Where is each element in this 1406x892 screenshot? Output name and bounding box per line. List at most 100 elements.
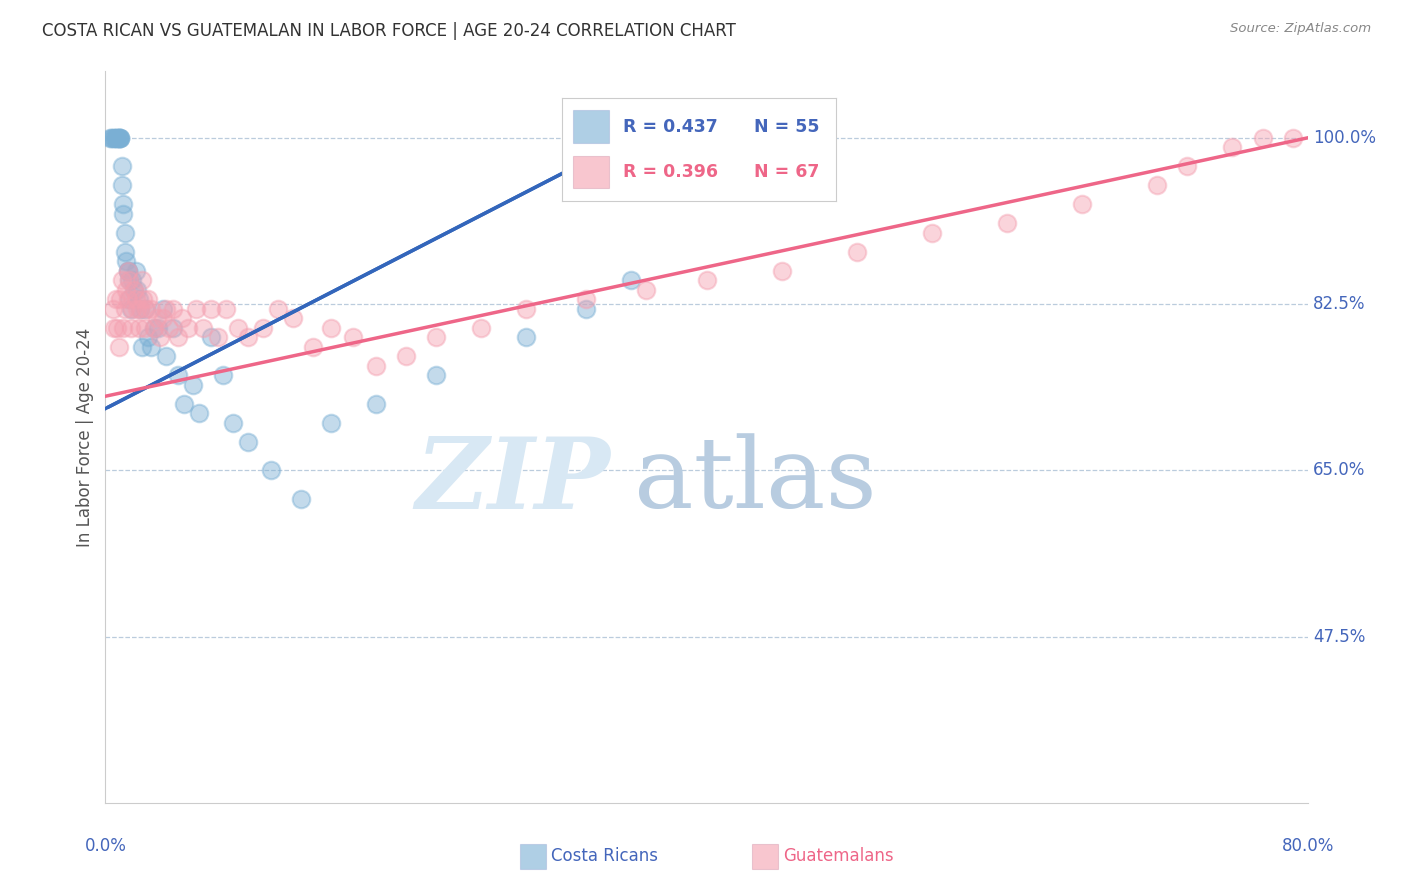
Point (120, 321, 142, 335)
Text: ZIP: ZIP (415, 433, 610, 529)
Point (115, 254, 138, 268)
Point (283, 311, 305, 326)
Point (146, 321, 169, 335)
Point (135, 301, 157, 316)
Point (166, 368, 188, 383)
Point (115, 283, 138, 297)
Point (117, 293, 139, 307)
Point (211, 368, 233, 383)
Point (111, 273, 134, 287)
Text: R = 0.437: R = 0.437 (623, 118, 717, 136)
Point (260, 463, 283, 477)
Point (319, 321, 342, 335)
Point (575, 293, 598, 307)
Point (200, 330, 222, 344)
Point (134, 301, 156, 316)
Point (162, 301, 184, 316)
Point (145, 311, 167, 326)
Point (636, 283, 658, 297)
Point (114, 226, 136, 240)
Text: N = 55: N = 55 (754, 118, 820, 136)
Point (131, 273, 153, 287)
Point (1146, 178, 1168, 193)
Point (103, 131, 125, 145)
Point (101, 301, 124, 316)
Point (112, 321, 135, 335)
Point (515, 330, 537, 344)
Text: atlas: atlas (634, 434, 877, 529)
Point (319, 416, 342, 430)
Point (121, 273, 143, 287)
Text: 100.0%: 100.0% (1313, 128, 1376, 147)
Text: Source: ZipAtlas.com: Source: ZipAtlas.com (1230, 22, 1371, 36)
Text: Guatemalans: Guatemalans (783, 847, 894, 865)
Point (112, 207, 135, 221)
Point (111, 178, 134, 193)
Point (118, 293, 141, 307)
Point (108, 131, 131, 145)
Point (238, 434, 260, 449)
Point (342, 330, 364, 344)
Point (200, 301, 222, 316)
Point (226, 321, 249, 335)
Point (108, 131, 131, 145)
Point (395, 349, 418, 363)
Point (155, 349, 177, 363)
Point (118, 273, 141, 287)
Point (921, 226, 943, 240)
Point (110, 131, 132, 145)
Point (108, 340, 131, 354)
Point (1251, 131, 1274, 145)
Point (148, 330, 170, 344)
Point (470, 321, 492, 335)
Point (162, 321, 184, 335)
Point (104, 131, 127, 145)
Point (122, 283, 145, 297)
Text: 0.0%: 0.0% (84, 837, 127, 855)
Point (222, 416, 245, 430)
Point (1281, 131, 1303, 145)
Point (364, 397, 387, 411)
Text: Costa Ricans: Costa Ricans (551, 847, 658, 865)
Point (134, 321, 156, 335)
Point (515, 301, 537, 316)
Point (110, 293, 132, 307)
Text: COSTA RICAN VS GUATEMALAN IN LABOR FORCE | AGE 20-24 CORRELATION CHART: COSTA RICAN VS GUATEMALAN IN LABOR FORCE… (42, 22, 737, 40)
Point (107, 321, 129, 335)
Point (139, 340, 162, 354)
Point (696, 273, 718, 287)
Bar (574, 155, 609, 188)
Y-axis label: In Labor Force | Age 20-24: In Labor Force | Age 20-24 (76, 327, 94, 547)
Point (301, 340, 323, 354)
Text: R = 0.396: R = 0.396 (623, 163, 717, 181)
Point (620, 273, 643, 287)
Point (122, 283, 145, 297)
Point (129, 301, 152, 316)
Point (425, 368, 447, 383)
Point (425, 330, 447, 344)
Point (117, 264, 139, 278)
Point (111, 159, 134, 173)
Point (124, 264, 146, 278)
Point (120, 301, 142, 316)
Point (166, 330, 188, 344)
Text: 82.5%: 82.5% (1313, 295, 1365, 313)
Point (104, 131, 127, 145)
Point (100, 131, 122, 145)
Point (128, 321, 150, 335)
Point (98, 131, 121, 145)
Point (191, 321, 214, 335)
Point (124, 293, 146, 307)
Point (136, 293, 159, 307)
Point (104, 293, 127, 307)
Text: 80.0%: 80.0% (1281, 837, 1334, 855)
Point (207, 330, 229, 344)
Point (1175, 159, 1198, 173)
Point (172, 311, 194, 326)
Point (177, 321, 200, 335)
Point (142, 321, 165, 335)
Point (110, 131, 132, 145)
Text: N = 67: N = 67 (754, 163, 820, 181)
Point (214, 301, 236, 316)
Point (152, 301, 174, 316)
